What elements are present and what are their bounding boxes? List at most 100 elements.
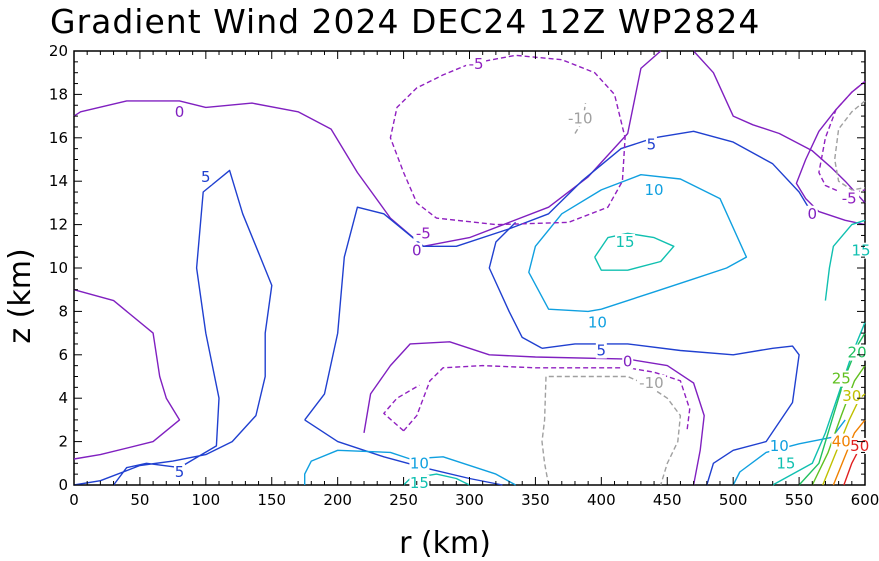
y-axis-label: z (km): [3, 248, 38, 343]
contour-label: -5: [416, 224, 431, 242]
x-tick-label: 0: [69, 491, 79, 509]
contour-label: 10: [645, 181, 664, 199]
x-tick-label: 600: [851, 491, 879, 509]
contour-label-backdrop: [841, 388, 862, 405]
contour-label-backdrop: [644, 181, 665, 198]
x-tick-label: 250: [389, 491, 418, 509]
y-tick-label: 2: [58, 433, 68, 451]
contour-label-backdrop: [831, 433, 852, 450]
contour-label: -10: [639, 374, 664, 392]
contour-line-level-5: [488, 221, 543, 349]
contour-label: -5: [469, 55, 484, 73]
chart-title: Gradient Wind 2024 DEC24 12Z WP2824: [50, 2, 760, 41]
contour-line-level-25: [811, 365, 866, 486]
contour-line-level--10: [574, 102, 587, 134]
contour-label: 10: [410, 454, 429, 472]
contour-line-level-0: [363, 341, 705, 486]
contour-label-backdrop: [411, 242, 423, 259]
contour-label: 50: [850, 437, 869, 455]
y-tick-label: 0: [58, 476, 68, 494]
contour-label: 0: [412, 242, 422, 260]
contour-label: 15: [776, 454, 795, 472]
contour-line-level-5: [304, 130, 813, 421]
contour-line-level--5: [403, 364, 691, 432]
contour-label-backdrop: [806, 205, 818, 222]
x-tick-label: 450: [653, 491, 682, 509]
contour-line-level-5: [304, 419, 503, 486]
x-tick-label: 100: [192, 491, 221, 509]
contour-label-backdrop: [409, 455, 430, 472]
contour-line-level-10: [528, 174, 748, 313]
contour-label-backdrop: [466, 56, 487, 73]
contour-label-backdrop: [622, 353, 634, 370]
contour-line-level-15: [594, 232, 675, 271]
contour-label: 5: [201, 168, 211, 186]
contour-line-level-20: [798, 332, 866, 486]
plot-area: 0000-5-5-5-10-10555510101010151515152025…: [49, 42, 879, 509]
contour-line-level--10: [541, 375, 682, 486]
contour-label-backdrop: [587, 314, 608, 331]
x-tick-label: 50: [130, 491, 149, 509]
contour-label: 5: [175, 463, 185, 481]
x-tick-label: 500: [719, 491, 748, 509]
contour-label: 20: [848, 344, 867, 362]
contour-label: 15: [616, 233, 635, 251]
y-tick-label: 8: [58, 302, 68, 320]
y-tick-label: 6: [58, 346, 68, 364]
contour-label-backdrop: [769, 437, 790, 454]
contour-line-level--10: [834, 100, 866, 191]
contour-line-level-15: [403, 473, 470, 486]
x-tick-label: 300: [455, 491, 484, 509]
contour-label: 10: [770, 437, 789, 455]
contour-label-backdrop: [173, 463, 185, 480]
contour-label: 0: [623, 352, 633, 370]
contour-label-backdrop: [173, 103, 185, 120]
x-tick-label: 350: [521, 491, 550, 509]
y-tick-label: 12: [49, 216, 68, 234]
y-tick-label: 14: [49, 172, 68, 190]
contour-label-backdrop: [847, 344, 868, 361]
y-tick-label: 20: [49, 42, 68, 60]
contour-label-backdrop: [615, 233, 636, 250]
x-axis-label: r (km): [399, 526, 491, 561]
contour-line-level-5: [73, 169, 273, 486]
contour-line-level-10: [304, 449, 411, 485]
y-tick-label: 10: [49, 259, 68, 277]
contour-label-backdrop: [831, 370, 852, 387]
contour-label: -10: [568, 109, 593, 127]
contour-label-backdrop: [645, 136, 657, 153]
contour-label-backdrop: [839, 190, 860, 207]
contour-label: 5: [647, 135, 657, 153]
contour-label-backdrop: [775, 455, 796, 472]
contour-label: 25: [832, 370, 851, 388]
contour-label: 5: [597, 341, 607, 359]
contour-label: 10: [588, 313, 607, 331]
contour-line-level--5: [389, 54, 626, 226]
contour-line-level--5: [383, 384, 420, 432]
y-tick-label: 4: [58, 389, 68, 407]
contour-label: 15: [410, 474, 429, 492]
contour-label-backdrop: [565, 110, 595, 127]
contour-label: 40: [832, 433, 851, 451]
contour-line-level-15: [824, 219, 866, 301]
x-tick-label: 150: [257, 491, 286, 509]
contour-line-level-0: [693, 50, 866, 204]
contour-label-backdrop: [636, 375, 666, 392]
contour-label: 0: [175, 103, 185, 121]
x-tick-label: 550: [785, 491, 814, 509]
contour-label-backdrop: [200, 168, 212, 185]
x-tick-label: 400: [587, 491, 616, 509]
y-tick-label: 18: [49, 85, 68, 103]
y-tick-label: 16: [49, 129, 68, 147]
contour-label: 0: [807, 205, 817, 223]
contour-line-level-0: [73, 50, 662, 247]
contour-label-backdrop: [413, 225, 434, 242]
contour-label-backdrop: [595, 342, 607, 359]
contour-label-backdrop: [409, 474, 430, 491]
contour-line-level-0: [73, 289, 181, 460]
x-tick-label: 200: [323, 491, 352, 509]
contour-label-backdrop: [851, 242, 872, 259]
contour-label: -5: [842, 190, 857, 208]
contour-label: 30: [842, 387, 861, 405]
